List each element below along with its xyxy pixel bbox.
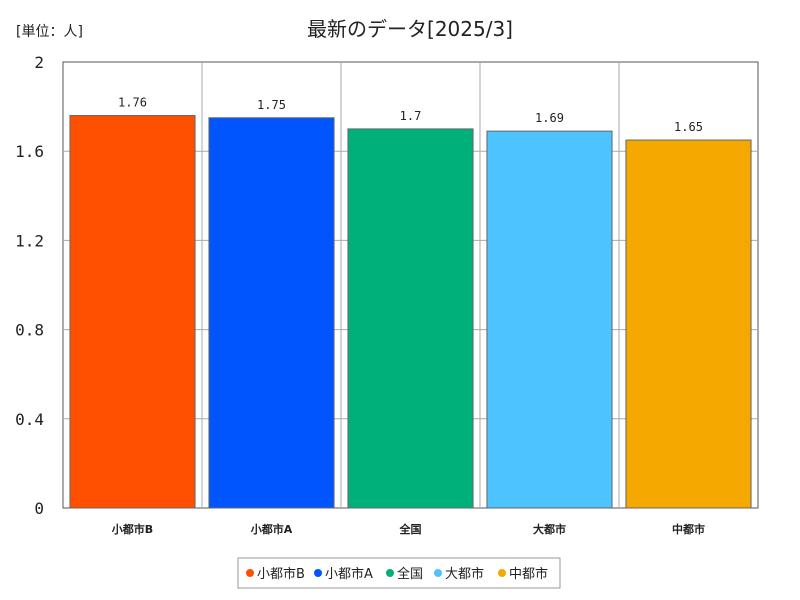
bar: [208, 117, 335, 509]
x-tick-label: 小都市A: [250, 522, 293, 536]
x-tick-label: 小都市B: [111, 522, 153, 536]
data-label: 1.69: [535, 111, 564, 125]
y-tick-label: 0.4: [15, 410, 44, 429]
bar: [69, 115, 196, 509]
legend-label: 中都市: [509, 566, 548, 582]
legend-marker: [498, 569, 506, 577]
legend: 小都市B 小都市A 全国 大都市 中都市: [246, 566, 548, 582]
unit-label: [単位：人]: [16, 24, 83, 40]
bars: 1.76 1.75 1.7 1.69 1.65: [69, 96, 752, 509]
x-tick-label: 大都市: [533, 522, 566, 536]
legend-marker: [386, 569, 394, 577]
legend-label: 小都市B: [257, 566, 305, 582]
bar: [625, 139, 752, 509]
legend-marker: [434, 569, 442, 577]
bar: [486, 130, 613, 509]
y-tick-label: 0.8: [15, 321, 44, 340]
bar: [347, 128, 474, 509]
legend-marker: [314, 569, 322, 577]
data-label: 1.76: [118, 96, 147, 110]
legend-label: 小都市A: [325, 566, 373, 582]
x-axis: 小都市B 小都市A 全国 大都市 中都市: [111, 522, 705, 536]
data-label: 1.65: [674, 120, 703, 134]
y-tick-label: 2: [34, 53, 44, 72]
x-tick-label: 全国: [399, 522, 422, 536]
y-tick-label: 1.2: [15, 231, 44, 250]
legend-box: [237, 557, 561, 589]
y-tick-label: 0: [34, 499, 44, 518]
y-tick-label: 1.6: [15, 142, 44, 161]
legend-label: 全国: [397, 566, 423, 582]
y-axis: 0 0.4 0.8 1.2 1.6 2: [15, 53, 44, 518]
chart-title: 最新のデータ[2025/3]: [307, 17, 513, 41]
legend-label: 大都市: [445, 566, 484, 582]
legend-marker: [246, 569, 254, 577]
data-label: 1.75: [257, 98, 286, 112]
data-label: 1.7: [400, 109, 422, 123]
x-tick-label: 中都市: [672, 522, 705, 536]
